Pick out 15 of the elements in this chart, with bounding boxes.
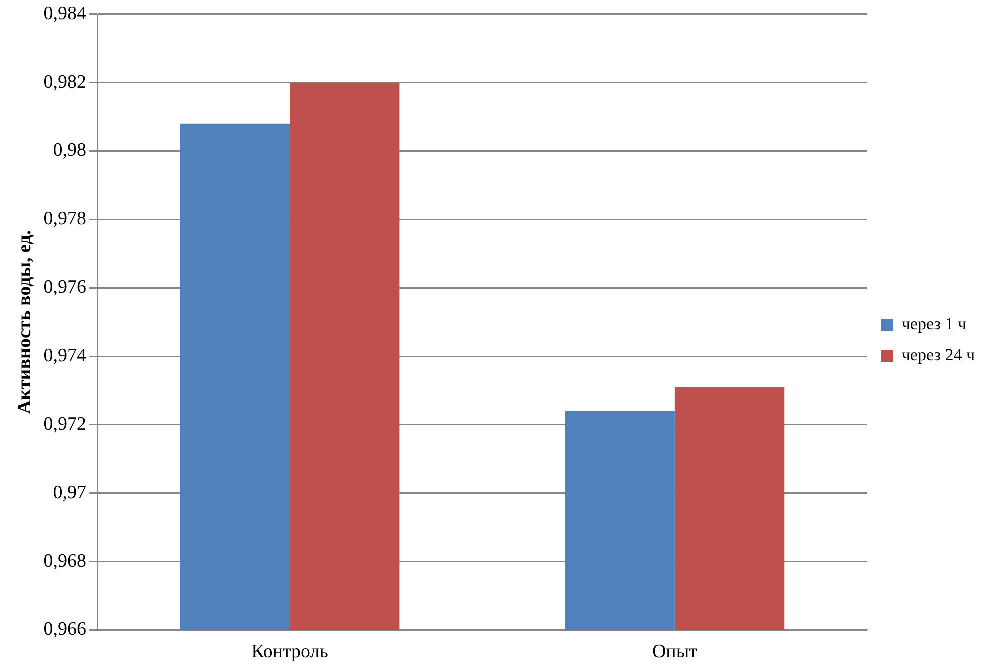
y-tick-label: 0,972 xyxy=(44,414,87,435)
y-tick-label: 0,978 xyxy=(44,208,87,230)
y-tick-label: 0,966 xyxy=(44,619,87,640)
y-axis-title: Активность воды, ед. xyxy=(14,230,36,414)
y-tick-label: 0,982 xyxy=(44,72,87,93)
x-tick-label: Опыт xyxy=(652,642,698,663)
legend-label: через 24 ч xyxy=(902,345,976,364)
legend-label: через 1 ч xyxy=(902,314,967,334)
y-tick-label: 0,976 xyxy=(44,277,87,298)
y-tick-label: 0,968 xyxy=(44,550,87,572)
y-tick-label: 0,984 xyxy=(44,3,88,24)
y-tick-label: 0,98 xyxy=(53,140,87,162)
y-tick-label: 0,97 xyxy=(53,482,87,504)
x-tick-label: Контроль xyxy=(252,642,329,663)
y-tick-label: 0,974 xyxy=(44,345,88,366)
